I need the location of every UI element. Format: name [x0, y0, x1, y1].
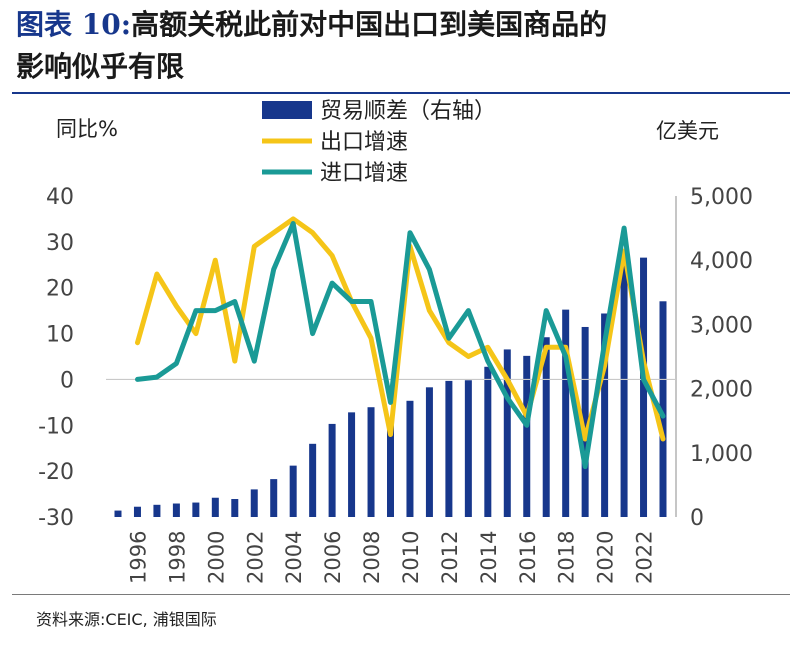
x-tick-label: 2008: [360, 531, 384, 584]
series-line-0: [135, 216, 666, 442]
bar-1997: [153, 504, 161, 517]
legend-label-1: 出口增速: [320, 130, 408, 155]
x-tick-label: 2010: [399, 531, 423, 584]
right-axis-title: 亿美元: [656, 119, 719, 143]
series-line-1: [135, 221, 666, 470]
bar-2022: [640, 257, 648, 517]
bar-1995: [114, 510, 122, 517]
x-tick-label: 2014: [477, 531, 501, 584]
x-tick-label: 2012: [438, 531, 462, 584]
x-tick-label: 2020: [594, 531, 618, 584]
footer-divider: [12, 594, 790, 595]
x-tick-label: 1996: [126, 531, 150, 584]
bar-2007: [348, 412, 356, 517]
legend-label-2: 进口增速: [320, 161, 408, 186]
figure-label: 图表 10:: [16, 8, 132, 41]
bar-2000: [211, 497, 219, 517]
chart-title: 图表 10:高额关税此前对中国出口到美国商品的 影响似乎有限: [16, 4, 788, 88]
bar-2008: [367, 407, 375, 517]
x-tick-label: 1998: [165, 531, 189, 584]
bar-2014: [484, 366, 492, 517]
x-tick-label: 2022: [633, 531, 657, 584]
x-tick-label: 2006: [321, 531, 345, 584]
x-tick-label: 2002: [243, 531, 267, 584]
bar-1996: [133, 506, 141, 517]
bar-1998: [172, 503, 180, 517]
bar-2012: [445, 380, 453, 517]
bar-2020: [601, 313, 609, 517]
left-tick-label: -10: [38, 414, 74, 439]
bar-2023: [659, 301, 667, 517]
x-tick-label: 2004: [282, 531, 306, 584]
left-axis-title: 同比%: [56, 117, 118, 141]
left-tick-label: 40: [46, 185, 74, 210]
bar-2019: [581, 326, 589, 517]
right-tick-label: 2,000: [690, 378, 753, 403]
title-text-1: 高额关税此前对中国出口到美国商品的: [131, 8, 608, 41]
title-divider: [12, 92, 790, 94]
bar-2003: [270, 479, 278, 517]
x-tick-label: 2018: [555, 531, 579, 584]
right-tick-label: 1,000: [690, 442, 753, 467]
bar-2006: [328, 423, 336, 517]
left-tick-label: 0: [60, 368, 74, 393]
right-tick-label: 0: [690, 506, 704, 531]
right-tick-label: 3,000: [690, 313, 753, 338]
bar-2021: [620, 262, 628, 517]
right-tick-label: 4,000: [690, 249, 753, 274]
bar-2018: [562, 309, 570, 517]
bar-2016: [523, 355, 531, 517]
bar-2015: [503, 349, 511, 517]
left-tick-label: 20: [46, 277, 74, 302]
bar-2005: [309, 443, 317, 517]
source-note: 资料来源:CEIC, 浦银国际: [36, 610, 217, 629]
bar-2009: [387, 425, 394, 517]
bar-2001: [231, 499, 239, 517]
right-tick-label: 5,000: [690, 185, 753, 210]
left-tick-label: -30: [38, 506, 74, 531]
bar-2017: [542, 337, 550, 517]
title-line-2: 影响似乎有限: [16, 50, 185, 83]
left-tick-label: 10: [46, 323, 74, 348]
bar-2002: [250, 489, 258, 517]
legend-bar-swatch: [262, 101, 312, 119]
title-line-1: 图表 10:高额关税此前对中国出口到美国商品的: [16, 4, 788, 46]
bar-2011: [425, 387, 433, 517]
bar-2010: [406, 400, 414, 517]
bar-2013: [464, 380, 472, 517]
bar-2004: [289, 465, 297, 517]
left-tick-label: -20: [38, 460, 74, 485]
legend-label-0: 贸易顺差（右轴）: [320, 99, 496, 124]
x-tick-label: 2016: [516, 531, 540, 584]
x-tick-label: 2000: [204, 531, 228, 584]
bar-1999: [192, 502, 200, 517]
left-tick-label: 30: [46, 231, 74, 256]
